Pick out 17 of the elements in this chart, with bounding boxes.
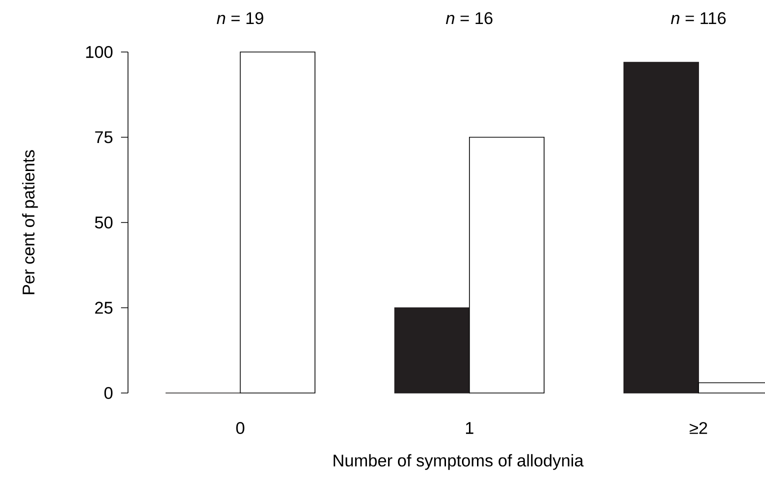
y-tick-label: 50 [94, 216, 112, 228]
x-axis-title: Number of symptoms of allodynia [334, 454, 584, 470]
text: n = 19 [216, 12, 264, 24]
x-tick-label: 1 [466, 422, 474, 434]
text: n = 16 [446, 12, 492, 24]
y-axis-title: Per cent of patients [22, 150, 38, 294]
y-tick-label: 25 [95, 302, 112, 314]
bar [240, 52, 316, 394]
x-tick-label: ≥2 [690, 422, 708, 434]
y-tick-label: 75 [95, 131, 112, 144]
bar [469, 136, 545, 394]
y-tick-label: 0 [104, 387, 112, 399]
text: n = 116 [670, 12, 726, 24]
x-tick-label: 0 [236, 422, 244, 434]
bar [394, 307, 470, 394]
y-tick-label: 100 [86, 46, 112, 58]
bar [623, 62, 699, 394]
